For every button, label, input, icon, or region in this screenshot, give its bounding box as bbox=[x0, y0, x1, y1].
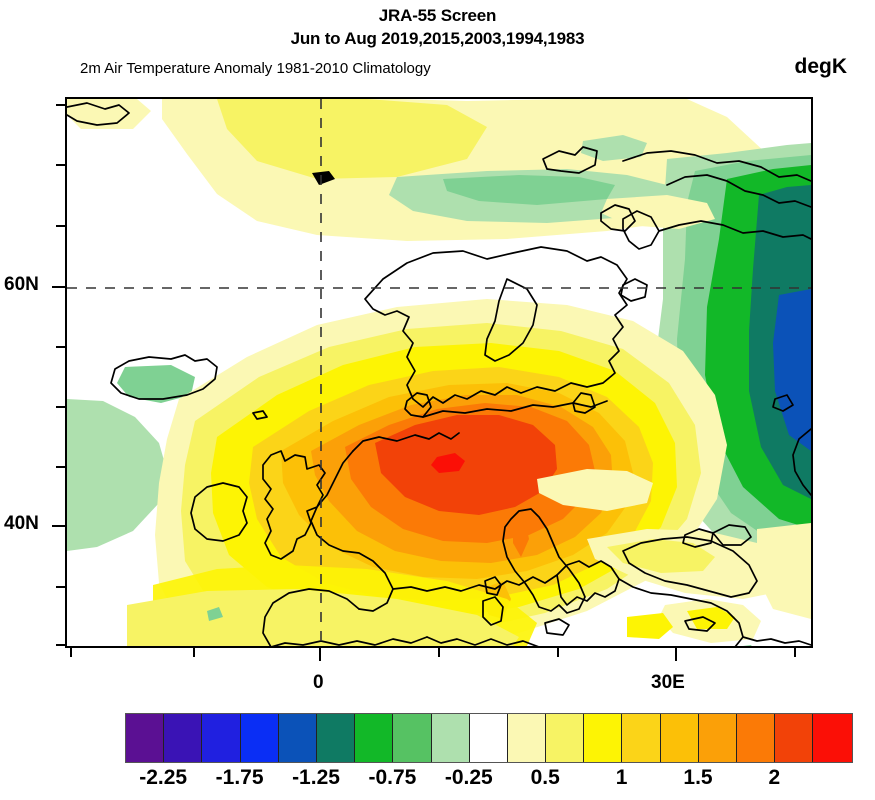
colorbar-cell-6 bbox=[355, 714, 394, 762]
y-axis-label-40N: 40N bbox=[4, 513, 39, 534]
colorbar-cell-14 bbox=[660, 714, 699, 762]
x-tick-major bbox=[319, 648, 321, 661]
y-tick-minor bbox=[56, 164, 65, 166]
title-description: 2m Air Temperature Anomaly 1981-2010 Cli… bbox=[80, 60, 431, 77]
units-label: degK bbox=[794, 55, 848, 78]
colorbar-label-7: 1.5 bbox=[683, 766, 713, 789]
colorbar-cell-3 bbox=[240, 714, 279, 762]
x-axis-label-0: 0 bbox=[313, 672, 324, 693]
y-axis-label-60N: 60N bbox=[4, 274, 39, 295]
y-tick-minor bbox=[56, 586, 65, 588]
colorbar-cell-4 bbox=[278, 714, 317, 762]
y-tick-major bbox=[52, 525, 65, 527]
y-tick-minor bbox=[56, 644, 65, 646]
y-tick-minor bbox=[56, 406, 65, 408]
x-tick-minor bbox=[193, 648, 195, 657]
colorbar-cell-11 bbox=[546, 714, 585, 762]
colorbar[interactable] bbox=[125, 713, 853, 763]
x-tick-minor bbox=[70, 648, 72, 657]
y-tick-minor bbox=[56, 104, 65, 106]
y-tick-major bbox=[52, 286, 65, 288]
x-tick-minor bbox=[557, 648, 559, 657]
anomaly-heatmap bbox=[67, 99, 811, 646]
title-subtitle: Jun to Aug 2019,2015,2003,1994,1983 bbox=[290, 29, 585, 48]
colorbar-label-2: -1.25 bbox=[292, 766, 340, 789]
colorbar-tick-labels: -2.25 -1.75 -1.25 -0.75 -0.25 0.5 1 1.5 2 bbox=[0, 766, 875, 796]
colorbar-cell-12 bbox=[584, 714, 623, 762]
colorbar-cell-8 bbox=[431, 714, 470, 762]
colorbar-cell-18 bbox=[813, 714, 852, 762]
colorbar-label-3: -0.75 bbox=[368, 766, 417, 789]
map-plot-area bbox=[65, 97, 813, 648]
colorbar-label-4: -0.25 bbox=[444, 766, 493, 789]
colorbar-label-8: 2 bbox=[768, 766, 781, 789]
colorbar-cell-17 bbox=[775, 714, 814, 762]
x-tick-major bbox=[675, 648, 677, 661]
colorbar-label-6: 1 bbox=[615, 766, 628, 789]
colorbar-cell-7 bbox=[393, 714, 432, 762]
colorbar-cell-15 bbox=[698, 714, 737, 762]
colorbar-label-0: -2.25 bbox=[139, 766, 188, 789]
x-tick-minor bbox=[794, 648, 796, 657]
coastlines bbox=[67, 102, 811, 646]
y-tick-minor bbox=[56, 466, 65, 468]
colorbar-cell-16 bbox=[737, 714, 776, 762]
colorbar-cell-2 bbox=[202, 714, 241, 762]
x-tick-minor bbox=[438, 648, 440, 657]
x-axis-label-30E: 30E bbox=[651, 672, 685, 693]
colorbar-cell-10 bbox=[507, 714, 547, 762]
colorbar-cell-0 bbox=[126, 714, 165, 762]
colorbar-cell-1 bbox=[164, 714, 203, 762]
y-tick-minor bbox=[56, 225, 65, 227]
colorbar-cell-9 bbox=[469, 714, 508, 762]
title-main: JRA-55 Screen bbox=[378, 6, 497, 25]
colorbar-cell-5 bbox=[316, 714, 356, 762]
colorbar-cell-13 bbox=[622, 714, 661, 762]
colorbar-label-1: -1.75 bbox=[215, 766, 264, 789]
colorbar-label-5: 0.5 bbox=[530, 766, 560, 789]
y-tick-minor bbox=[56, 346, 65, 348]
grid-lines bbox=[67, 99, 811, 646]
